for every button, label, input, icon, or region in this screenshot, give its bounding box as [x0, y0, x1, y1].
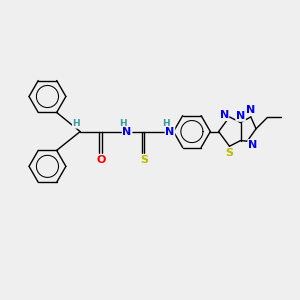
Text: S: S	[140, 154, 148, 164]
Text: S: S	[226, 148, 233, 158]
Text: N: N	[220, 110, 229, 120]
Text: N: N	[236, 111, 245, 121]
Text: N: N	[122, 127, 132, 136]
Text: N: N	[248, 140, 257, 150]
Text: N: N	[165, 127, 175, 136]
Text: H: H	[162, 119, 169, 128]
Text: H: H	[73, 119, 80, 128]
Text: N: N	[246, 105, 255, 116]
Text: O: O	[97, 154, 106, 164]
Text: H: H	[119, 119, 127, 128]
